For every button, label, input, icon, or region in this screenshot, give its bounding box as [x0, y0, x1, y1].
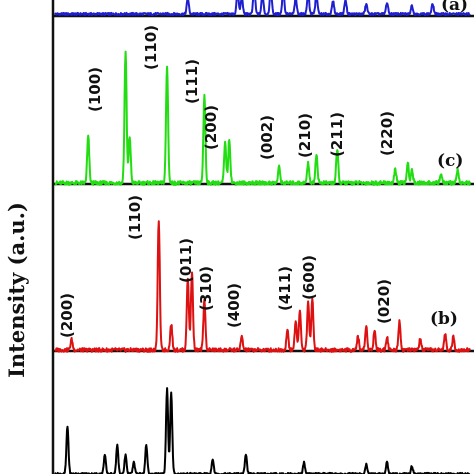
y-axis-label: Intensity (a.u.): [4, 202, 29, 378]
panel-label: (b): [430, 309, 458, 329]
peak-label: (411): [276, 266, 294, 311]
series-line-a: [54, 0, 471, 17]
peak-label: (200): [58, 293, 76, 338]
peak-label: (100): [86, 67, 104, 112]
series-line-bottom: [54, 387, 471, 474]
peak-label: (002): [258, 115, 276, 160]
peak-label: (200): [202, 105, 220, 150]
peak-label: (400): [225, 283, 243, 328]
label-layer: (100)(110)(111)(200) (002) (210) (211) (220)…: [58, 0, 468, 338]
peak-label: (310): [197, 266, 215, 311]
peak-label: (600): [300, 255, 318, 300]
panel-label: (c): [437, 151, 463, 171]
series-line-b: [54, 220, 471, 353]
chart-frame: [51, 0, 474, 474]
peak-label: (110): [142, 25, 160, 70]
series-layer: [54, 0, 471, 474]
peak-label: (211): [328, 112, 346, 157]
peak-label: (210): [296, 113, 314, 158]
series-line-c: [54, 50, 471, 186]
peak-label: (220): [378, 111, 396, 156]
peak-label: (110): [126, 195, 144, 240]
panel-label: (a): [441, 0, 468, 15]
peak-label: (111): [183, 59, 201, 104]
peak-label: (020): [375, 279, 393, 324]
peak-label: (011): [177, 238, 195, 283]
